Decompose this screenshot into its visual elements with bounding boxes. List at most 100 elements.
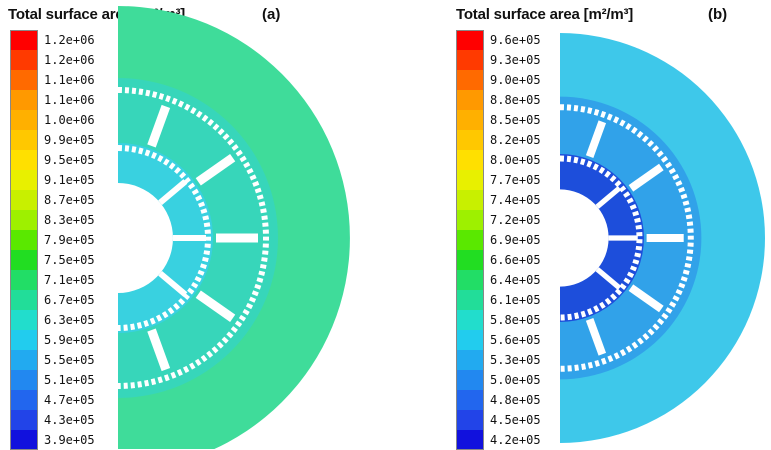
colorbar-swatch — [456, 310, 484, 330]
hub-spoke — [158, 271, 188, 297]
colorbar-label: 9.3e+05 — [490, 53, 541, 67]
colorbar-entry: 6.3e+05 — [10, 310, 95, 330]
colorbar-label: 1.2e+06 — [44, 33, 95, 47]
blade — [585, 318, 607, 356]
colorbar-label: 4.5e+05 — [490, 413, 541, 427]
contour-panel-a: Total surface area [m²/m³] (a) 1.2e+06 1.… — [0, 0, 385, 450]
hub-spoke — [595, 267, 622, 291]
colorbar-label: 9.9e+05 — [44, 133, 95, 147]
colorbar-swatch — [456, 130, 484, 150]
blade — [195, 154, 236, 186]
colorbar-swatch — [10, 370, 38, 390]
colorbar-entry: 4.5e+05 — [456, 410, 541, 430]
colorbar-label: 4.2e+05 — [490, 433, 541, 447]
colorbar-entry: 7.4e+05 — [456, 190, 541, 210]
colorbar-label: 5.8e+05 — [490, 313, 541, 327]
inner-perforated-ring — [560, 155, 643, 321]
colorbar: 1.2e+06 1.2e+06 1.1e+06 1.1e+06 1.0e+06 9.9e+… — [10, 30, 95, 450]
colorbar-entry: 9.9e+05 — [10, 130, 95, 150]
panel-title: Total surface area [m²/m³] — [456, 6, 634, 23]
colorbar-swatch — [10, 210, 38, 230]
colorbar-swatch — [456, 210, 484, 230]
colorbar-swatch — [10, 390, 38, 410]
hub-spoke — [158, 179, 188, 205]
colorbar-entry: 4.8e+05 — [456, 390, 541, 410]
colorbar-entry: 5.8e+05 — [456, 310, 541, 330]
colorbar-label: 7.4e+05 — [490, 193, 541, 207]
colorbar-swatch — [456, 270, 484, 290]
colorbar-swatch — [456, 410, 484, 430]
colorbar-swatch — [10, 30, 38, 50]
colorbar-swatch — [456, 350, 484, 370]
colorbar-entry: 8.0e+05 — [456, 150, 541, 170]
colorbar-label: 4.3e+05 — [44, 413, 95, 427]
blade — [195, 290, 236, 322]
shaft-hole — [118, 183, 173, 293]
colorbar-entry: 9.6e+05 — [456, 30, 541, 50]
colorbar-entry: 1.1e+06 — [10, 70, 95, 90]
colorbar-entry: 7.9e+05 — [10, 230, 95, 250]
colorbar-entry: 9.0e+05 — [456, 70, 541, 90]
colorbar-swatch — [456, 430, 484, 450]
contour-panel-b: Total surface area [m²/m³] (b) 9.6e+05 9.… — [450, 0, 771, 450]
colorbar-entry: 3.9e+05 — [10, 430, 95, 450]
colorbar-entry: 7.7e+05 — [456, 170, 541, 190]
colorbar-swatch — [456, 90, 484, 110]
colorbar-entry: 6.7e+05 — [10, 290, 95, 310]
colorbar-entry: 9.3e+05 — [456, 50, 541, 70]
colorbar-label: 4.7e+05 — [44, 393, 95, 407]
colorbar-entry: 8.2e+05 — [456, 130, 541, 150]
shaft-hole — [560, 189, 609, 287]
colorbar-entry: 8.7e+05 — [10, 190, 95, 210]
colorbar-entry: 6.6e+05 — [456, 250, 541, 270]
colorbar-entry: 5.1e+05 — [10, 370, 95, 390]
colorbar-entry: 1.1e+06 — [10, 90, 95, 110]
colorbar-swatch — [456, 110, 484, 130]
colorbar-swatch — [456, 250, 484, 270]
colorbar-entry: 6.1e+05 — [456, 290, 541, 310]
colorbar-entry: 4.2e+05 — [456, 430, 541, 450]
colorbar-label: 5.6e+05 — [490, 333, 541, 347]
colorbar-label: 8.2e+05 — [490, 133, 541, 147]
colorbar-swatch — [10, 350, 38, 370]
colorbar-label: 6.1e+05 — [490, 293, 541, 307]
colorbar-entry: 7.2e+05 — [456, 210, 541, 230]
colorbar-swatch — [10, 70, 38, 90]
colorbar-label: 5.1e+05 — [44, 373, 95, 387]
colorbar-swatch — [456, 50, 484, 70]
colorbar-label: 4.8e+05 — [490, 393, 541, 407]
colorbar-entry: 6.4e+05 — [456, 270, 541, 290]
contour-plot — [560, 33, 765, 443]
colorbar-label: 3.9e+05 — [44, 433, 95, 447]
panel-tag: (b) — [708, 6, 728, 23]
blade — [147, 328, 171, 372]
colorbar-label: 5.9e+05 — [44, 333, 95, 347]
colorbar-swatch — [456, 70, 484, 90]
colorbar-entry: 9.5e+05 — [10, 150, 95, 170]
colorbar-entry: 4.3e+05 — [10, 410, 95, 430]
colorbar-label: 9.0e+05 — [490, 73, 541, 87]
colorbar-label: 7.1e+05 — [44, 273, 95, 287]
colorbar-swatch — [456, 230, 484, 250]
colorbar-label: 6.7e+05 — [44, 293, 95, 307]
colorbar-label: 8.5e+05 — [490, 113, 541, 127]
colorbar-label: 8.3e+05 — [44, 213, 95, 227]
colorbar-swatch — [456, 370, 484, 390]
colorbar-swatch — [10, 90, 38, 110]
colorbar-label: 9.5e+05 — [44, 153, 95, 167]
colorbar-swatch — [10, 190, 38, 210]
colorbar-swatch — [10, 170, 38, 190]
outer-perforated-ring — [560, 104, 694, 372]
colorbar-label: 7.7e+05 — [490, 173, 541, 187]
colorbar-swatch — [10, 270, 38, 290]
colorbar-swatch — [10, 130, 38, 150]
inner-perforated-ring — [118, 145, 211, 331]
colorbar-entry: 6.9e+05 — [456, 230, 541, 250]
outer-perforated-ring — [118, 87, 269, 389]
colorbar-swatch — [456, 390, 484, 410]
colorbar-entry: 5.3e+05 — [456, 350, 541, 370]
colorbar-label: 8.0e+05 — [490, 153, 541, 167]
colorbar-swatch — [10, 410, 38, 430]
colorbar-label: 5.5e+05 — [44, 353, 95, 367]
colorbar-entry: 9.1e+05 — [10, 170, 95, 190]
